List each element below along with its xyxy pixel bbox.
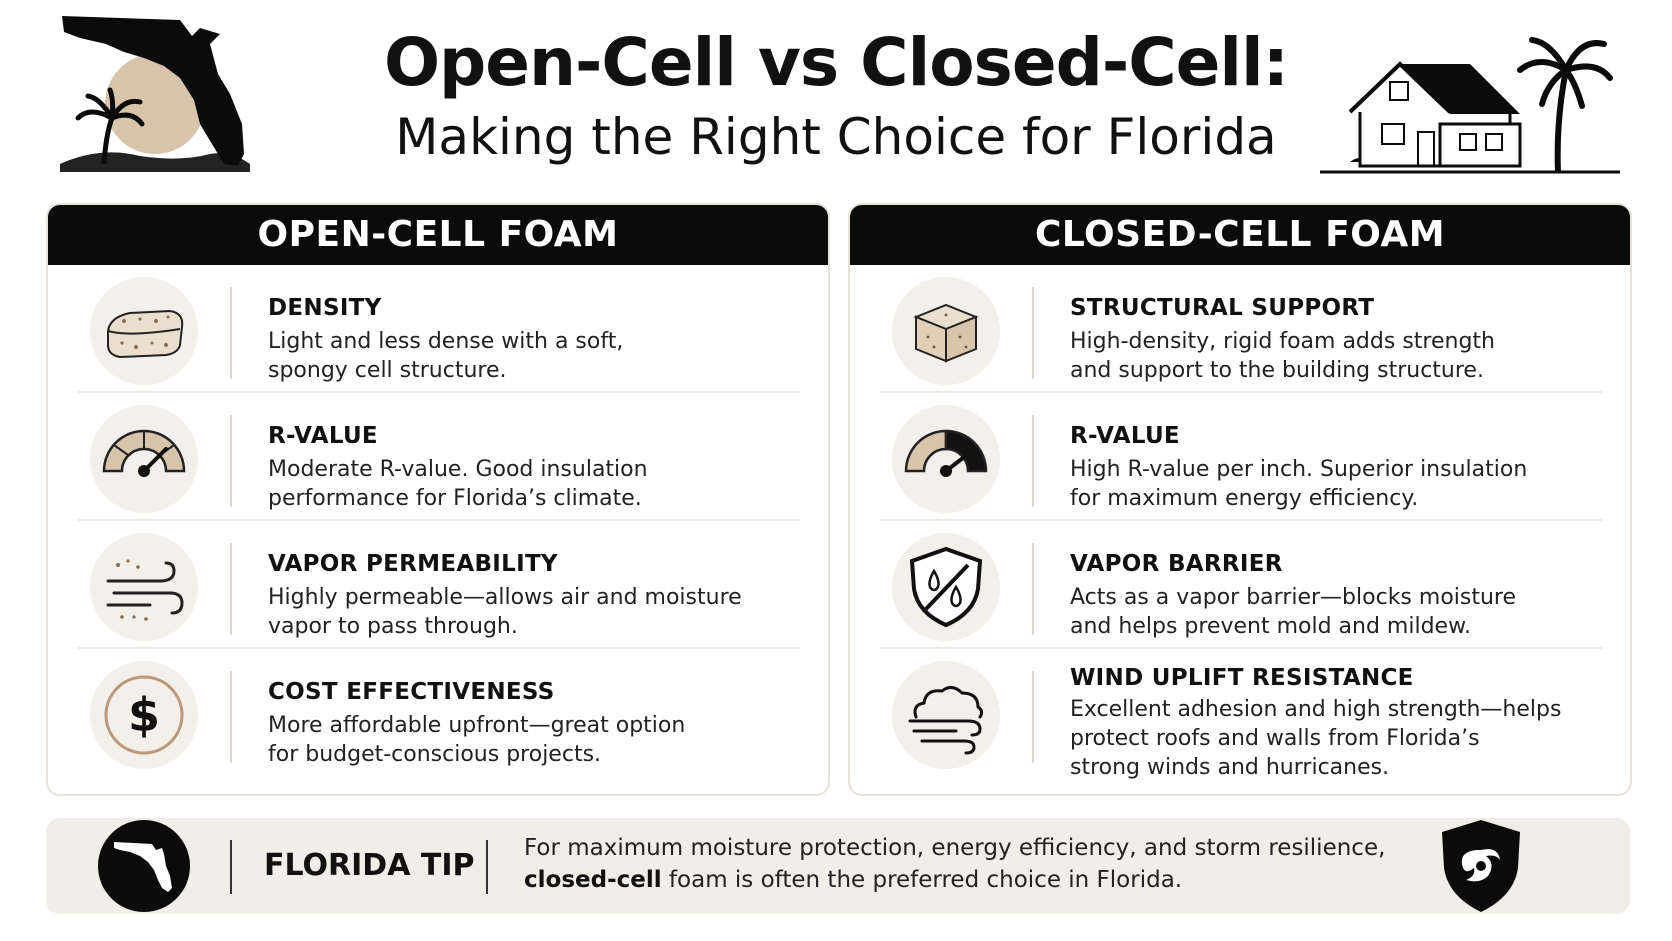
open-cell-panel: OPEN-CELL FOAM DENSITY Light and less de… (46, 203, 830, 796)
gauge-high-icon (904, 429, 988, 477)
shield-drops-icon (909, 546, 983, 628)
list-item: R-VALUE High R-value per inch. Superior … (880, 393, 1602, 521)
row-desc: Moderate R-value. Good insulation perform… (268, 457, 648, 511)
row-desc: Excellent adhesion and high strength—hel… (1070, 697, 1562, 780)
row-title: COST EFFECTIVENESS (268, 679, 555, 705)
row-title: WIND UPLIFT RESISTANCE (1070, 665, 1414, 691)
dollar-icon: $ (104, 675, 184, 755)
row-title: R-VALUE (268, 423, 378, 449)
row-title: VAPOR PERMEABILITY (268, 551, 558, 577)
florida-map-icon (114, 842, 172, 892)
list-item: STRUCTURAL SUPPORT High-density, rigid f… (880, 265, 1602, 393)
row-desc: Highly permeable—allows air and moisture… (268, 585, 742, 639)
open-cell-heading: OPEN-CELL FOAM (48, 205, 828, 265)
list-item: R-VALUE Moderate R-value. Good insulatio… (78, 393, 800, 521)
airflow-icon (106, 559, 184, 621)
list-item: VAPOR BARRIER Acts as a vapor barrier—bl… (880, 521, 1602, 649)
list-item: DENSITY Light and less dense with a soft… (78, 265, 800, 393)
header: Open-Cell vs Closed-Cell: Making the Rig… (0, 0, 1672, 190)
rigid-cube-icon (913, 303, 979, 363)
row-desc: Light and less dense with a soft, spongy … (268, 329, 624, 383)
row-title: DENSITY (268, 295, 382, 321)
svg-text:$: $ (128, 688, 160, 742)
list-item: WIND UPLIFT RESISTANCE Excellent adhesio… (880, 649, 1602, 780)
closed-cell-heading: CLOSED-CELL FOAM (850, 205, 1630, 265)
hurricane-shield-icon (1442, 820, 1520, 912)
cloud-wind-icon (908, 686, 984, 755)
list-item: $ COST EFFECTIVENESS More affordable upf… (78, 649, 800, 777)
page-title: Open-Cell vs Closed-Cell: (383, 24, 1289, 101)
house-palm-icon (1320, 37, 1620, 174)
page-subtitle: Making the Right Choice for Florida (395, 108, 1277, 166)
row-title: R-VALUE (1070, 423, 1180, 449)
tip-label: FLORIDA TIP (264, 848, 475, 883)
row-title: STRUCTURAL SUPPORT (1070, 295, 1375, 321)
row-title: VAPOR BARRIER (1070, 551, 1283, 577)
foam-block-icon (107, 309, 184, 359)
row-desc: High-density, rigid foam adds strength an… (1070, 329, 1495, 383)
closed-cell-panel: CLOSED-CELL FOAM STRUCTURAL SUPPORT High… (848, 203, 1632, 796)
gauge-moderate-icon (102, 429, 186, 477)
florida-sun-palm-icon (60, 16, 250, 172)
row-desc: High R-value per inch. Superior insulati… (1070, 457, 1528, 511)
florida-tip-bar: FLORIDA TIP For maximum moisture protect… (46, 818, 1630, 914)
tip-text: For maximum moisture protection, energy … (524, 835, 1386, 893)
row-desc: Acts as a vapor barrier—blocks moisture a… (1070, 585, 1517, 639)
row-desc: More affordable upfront—great option for … (268, 713, 686, 767)
list-item: VAPOR PERMEABILITY Highly permeable—allo… (78, 521, 800, 649)
